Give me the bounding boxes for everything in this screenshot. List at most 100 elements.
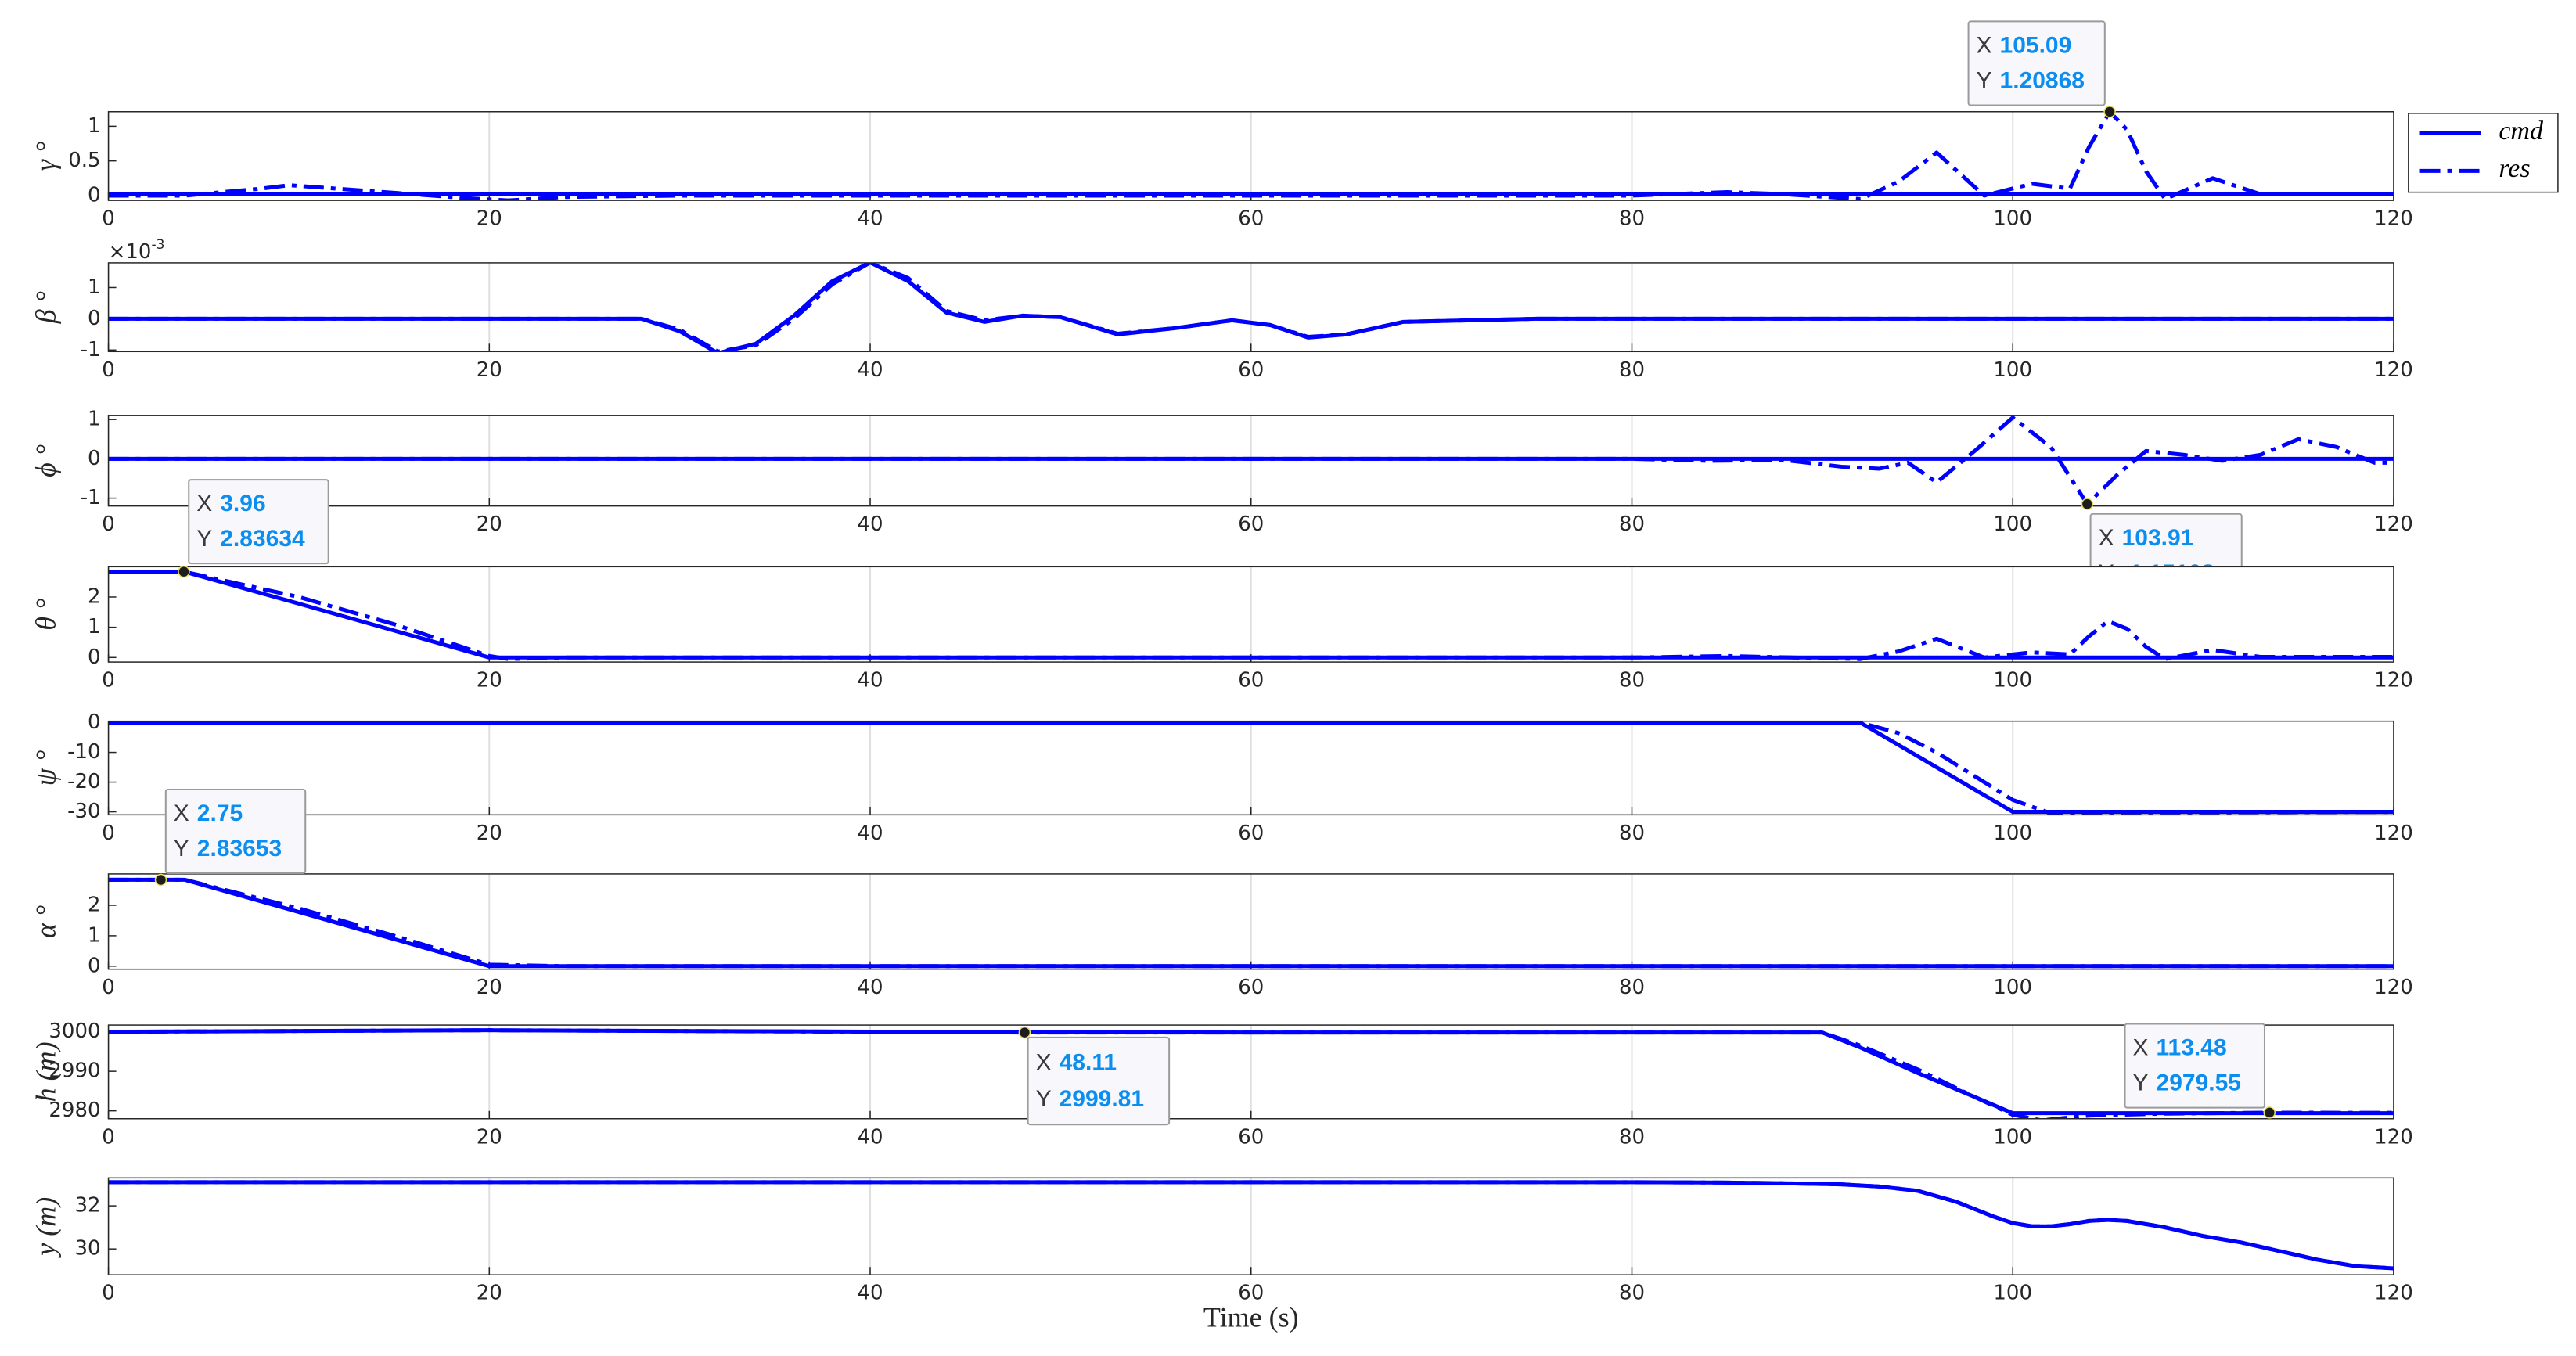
exponent-base: ×10 (109, 239, 152, 263)
x-tick-label: 60 (1238, 976, 1264, 999)
axes-box (107, 1024, 2394, 1120)
x-tick-label: 0 (102, 207, 115, 231)
y-tick-label: 0 (88, 447, 101, 470)
y-tick-label: 2 (88, 894, 101, 917)
x-tick-label: 100 (1993, 358, 2032, 382)
plot-area (108, 1178, 2394, 1275)
datatip-text: X 105.09 (1977, 32, 2072, 58)
x-tick-label: 40 (857, 1125, 883, 1149)
y-tick-label: -20 (67, 770, 100, 793)
series-line (108, 415, 2394, 506)
x-tick-label: 0 (102, 1282, 115, 1305)
datatip-marker (2103, 106, 2116, 118)
datatip-box (1027, 1036, 1171, 1126)
datatip-value: 48.11 (1060, 1049, 1117, 1075)
datatip-marker (2263, 1106, 2276, 1119)
datatip-value: 1.20868 (2000, 67, 2085, 93)
axes-box (107, 415, 2394, 507)
datatip-box (2124, 1023, 2265, 1109)
datatip-text: Y 2979.55 (2133, 1070, 2241, 1096)
datatip-value: 113.48 (2157, 1035, 2227, 1061)
x-tick-label: 20 (477, 358, 502, 382)
datatip-key: Y (2133, 1070, 2149, 1096)
x-tick-label: 60 (1238, 207, 1264, 231)
series-line (108, 570, 2394, 661)
x-tick-label: 120 (2374, 207, 2413, 231)
datatip-key: X (2133, 1035, 2149, 1061)
datatip-text: X 2.75 (174, 800, 243, 826)
exponent-power: -3 (151, 237, 164, 253)
y-axis-label: β ° (30, 291, 61, 324)
legend-label: cmd (2499, 117, 2544, 146)
series-line (108, 262, 2394, 352)
y-axis-label: ψ ° (30, 750, 61, 786)
y-tick-label: 2 (88, 584, 101, 608)
datatip-text: Y 2999.81 (1036, 1086, 1144, 1112)
datatip-text: X 48.11 (1036, 1049, 1117, 1075)
datatip-value: 103.91 (2122, 525, 2194, 551)
series-line (108, 1028, 2394, 1119)
y-axis-label: h (m) (30, 1041, 61, 1102)
plot-area (108, 873, 2394, 969)
y-tick-label: 2980 (49, 1099, 100, 1122)
x-tick-label: 120 (2374, 1282, 2413, 1305)
y-tick-label: 0.5 (68, 149, 100, 172)
x-tick-label: 120 (2374, 513, 2413, 536)
datatip-key: X (2099, 525, 2114, 551)
x-tick-label: 20 (477, 1125, 502, 1149)
y-tick-label: 1 (88, 923, 101, 947)
datatip-value: 2999.81 (1060, 1086, 1144, 1112)
x-tick-label: 0 (102, 358, 115, 382)
x-tick-label: 100 (1993, 1282, 2032, 1305)
y-axis-label: γ ° (30, 142, 61, 171)
datatip-value: 3.96 (220, 491, 265, 516)
x-tick-label: 40 (857, 1282, 883, 1305)
axes-box (107, 873, 2394, 970)
datatip-value: 2.83653 (197, 836, 282, 861)
x-tick-label: 80 (1619, 1282, 1645, 1305)
plot-area (108, 111, 2394, 201)
x-tick-label: 60 (1238, 1282, 1264, 1305)
datatip-value: 2.75 (197, 800, 243, 826)
series-line (108, 721, 2394, 815)
x-tick-label: 80 (1619, 358, 1645, 382)
x-tick-label: 120 (2374, 976, 2413, 999)
datatip-key: X (174, 800, 189, 826)
series-line (108, 111, 2394, 201)
x-tick-label: 100 (1993, 1125, 2032, 1149)
datatip-box (1967, 20, 2106, 106)
x-tick-label: 20 (477, 669, 502, 692)
y-tick-label: 1 (88, 114, 101, 138)
datatip-text: Y 2.83634 (196, 526, 305, 552)
datatip-value: 2979.55 (2157, 1070, 2241, 1096)
datatip-text: Y 1.20868 (1977, 67, 2085, 93)
x-tick-label: 0 (102, 976, 115, 999)
y-tick-label: -1 (81, 486, 101, 509)
series-line (108, 1180, 2394, 1271)
y-tick-label: 2990 (49, 1059, 100, 1083)
y-tick-label: 0 (88, 183, 101, 207)
datatip-box (188, 479, 329, 565)
x-tick-label: 0 (102, 513, 115, 536)
datatip-key: X (1036, 1049, 1052, 1075)
x-tick-label: 20 (477, 822, 502, 845)
plot-area (108, 415, 2394, 506)
datatip-key: Y (196, 526, 212, 552)
datatip-text: X 103.91 (2099, 525, 2194, 551)
x-tick-label: 40 (857, 822, 883, 845)
x-tick-label: 60 (1238, 358, 1264, 382)
y-tick-label: -30 (67, 800, 100, 823)
axes-box (107, 262, 2394, 353)
y-axis-label: y (m) (30, 1197, 61, 1258)
x-tick-label: 80 (1619, 976, 1645, 999)
y-axis-label: α ° (30, 905, 61, 938)
x-tick-label: 40 (857, 513, 883, 536)
legend-box (2408, 113, 2559, 193)
x-tick-label: 80 (1619, 669, 1645, 692)
axis-exponent: ×10-3 (109, 237, 165, 264)
datatip-box (164, 788, 307, 875)
y-tick-label: 3000 (49, 1020, 100, 1043)
plot-area (108, 262, 2394, 352)
x-tick-label: 20 (477, 976, 502, 999)
